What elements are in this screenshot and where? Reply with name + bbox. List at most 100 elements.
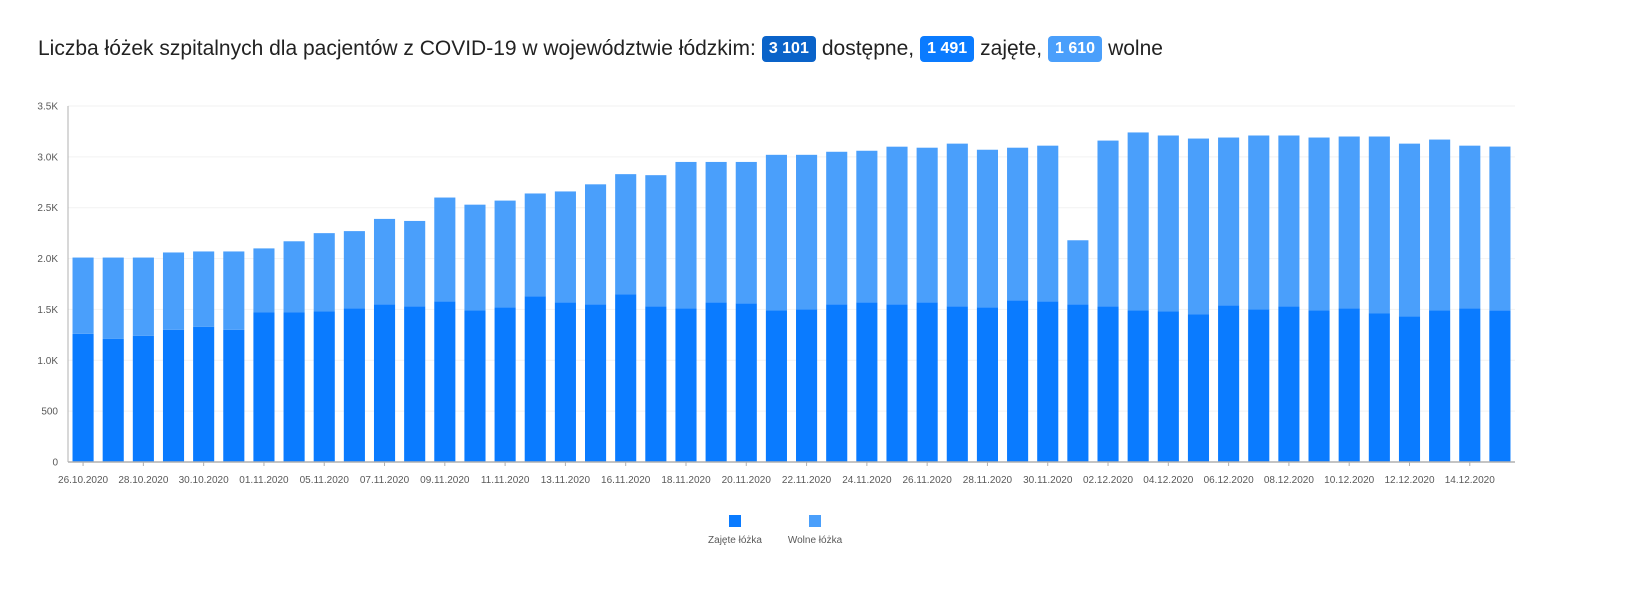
bar-occupied [1429, 310, 1451, 462]
bar-occupied [253, 312, 275, 462]
bar-free [1097, 140, 1119, 307]
x-tick-label: 02.12.2020 [1083, 475, 1133, 486]
bar-occupied [585, 304, 607, 462]
bar-occupied [1007, 300, 1029, 462]
bar-free [1398, 143, 1421, 317]
bar-occupied [1218, 305, 1240, 462]
bar-free [1187, 138, 1210, 315]
y-tick-label: 500 [41, 407, 58, 418]
bar-free [404, 220, 426, 307]
bar-occupied [313, 311, 335, 462]
x-tick-label: 26.11.2020 [903, 475, 953, 486]
x-tick-label: 11.11.2020 [481, 475, 530, 486]
x-tick-label: 10.12.2020 [1324, 475, 1374, 486]
y-tick-label: 2.0K [37, 254, 58, 265]
bar-occupied [494, 307, 516, 462]
x-tick-label: 04.12.2020 [1143, 475, 1193, 486]
available-count-badge: 3 101 [761, 36, 816, 62]
bar-occupied [283, 312, 305, 462]
bar-occupied [1187, 314, 1210, 462]
bar-occupied [1248, 309, 1270, 462]
bar-occupied [132, 335, 154, 462]
y-tick-label: 3.5K [37, 102, 58, 113]
bar-free [193, 251, 215, 327]
bar-free [313, 233, 335, 312]
x-tick-label: 30.10.2020 [179, 475, 229, 486]
legend-label: Wolne łóżka [788, 535, 843, 546]
bar-occupied [464, 310, 486, 462]
y-tick-label: 1.5K [37, 305, 58, 316]
bar-free [916, 147, 938, 303]
bar-occupied [102, 338, 124, 462]
bar-occupied [404, 306, 426, 462]
bar-free [856, 150, 878, 303]
x-tick-label: 22.11.2020 [782, 475, 832, 486]
bar-occupied [946, 306, 968, 462]
bar-occupied [1338, 308, 1360, 462]
bar-free [615, 174, 637, 295]
bar-occupied [1489, 310, 1511, 462]
bar-free [162, 252, 185, 330]
bar-occupied [886, 304, 908, 462]
chart-title: Liczba łóżek szpitalnych dla pacjentów z… [38, 37, 756, 60]
occupied-count-badge: 1 491 [920, 36, 975, 62]
bar-occupied [765, 310, 787, 462]
bar-free [1037, 145, 1059, 302]
bar-free [434, 197, 456, 302]
bar-free [976, 149, 998, 308]
bar-free [373, 218, 396, 305]
free-count-badge: 1 610 [1048, 36, 1103, 62]
bar-free [1067, 240, 1089, 305]
bar-free [645, 175, 667, 307]
x-tick-label: 30.11.2020 [1023, 475, 1073, 486]
bar-occupied [223, 329, 245, 462]
bar-free [343, 231, 365, 309]
bar-occupied [554, 302, 576, 462]
bar-occupied [675, 308, 697, 462]
bar-occupied [615, 294, 637, 462]
legend-label: Zajęte łóżka [708, 535, 762, 546]
bar-free [1338, 136, 1360, 309]
bar-free [735, 161, 757, 304]
bar-occupied [735, 303, 757, 462]
bar-occupied [1459, 308, 1481, 462]
free-label: wolne [1108, 37, 1163, 60]
bar-free [1218, 137, 1240, 306]
bar-occupied [373, 304, 396, 462]
bar-free [524, 193, 546, 297]
x-tick-label: 06.12.2020 [1204, 475, 1254, 486]
legend-swatch [809, 515, 821, 527]
bar-free [1459, 145, 1481, 309]
y-tick-label: 2.5K [37, 203, 58, 214]
bar-occupied [162, 329, 185, 462]
bar-free [132, 257, 154, 336]
bar-occupied [976, 307, 998, 462]
bar-free [102, 257, 124, 339]
bar-free [1127, 132, 1149, 311]
x-tick-label: 26.10.2020 [58, 475, 108, 486]
bar-free [796, 154, 818, 310]
chart-header: Liczba łóżek szpitalnych dla pacjentów z… [38, 36, 1163, 62]
bar-occupied [856, 302, 878, 462]
x-tick-label: 08.12.2020 [1264, 475, 1314, 486]
bar-occupied [72, 333, 94, 462]
x-tick-label: 07.11.2020 [360, 475, 410, 486]
bar-free [1007, 147, 1029, 301]
bar-free [554, 191, 576, 303]
bar-occupied [193, 326, 215, 462]
x-tick-label: 13.11.2020 [541, 475, 591, 486]
bar-occupied [434, 301, 456, 462]
bar-free [765, 154, 787, 311]
bar-free [1308, 137, 1330, 311]
x-tick-label: 14.12.2020 [1445, 475, 1495, 486]
bar-free [826, 151, 848, 305]
bar-occupied [1097, 306, 1119, 462]
x-tick-label: 12.12.2020 [1384, 475, 1434, 486]
bar-occupied [1037, 301, 1059, 462]
x-tick-label: 20.11.2020 [722, 475, 772, 486]
bar-free [253, 248, 275, 313]
y-tick-label: 1.0K [37, 356, 58, 367]
x-tick-label: 09.11.2020 [420, 475, 470, 486]
bar-occupied [916, 302, 938, 462]
bar-occupied [1127, 310, 1149, 462]
